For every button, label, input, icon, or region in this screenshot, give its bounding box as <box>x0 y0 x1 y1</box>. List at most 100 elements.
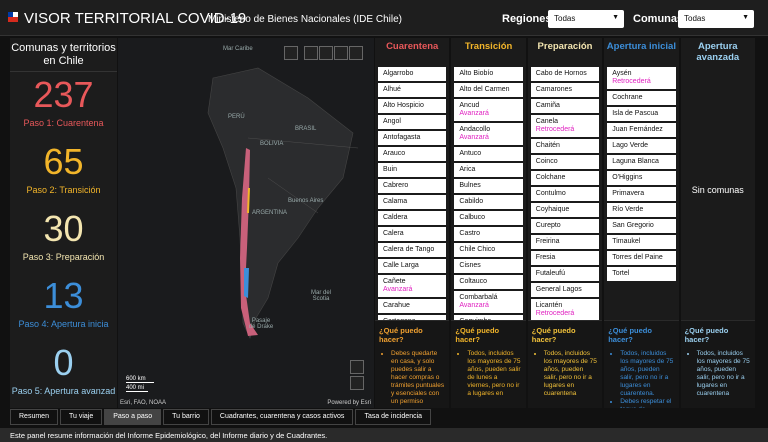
comuna-item[interactable]: Cochrane <box>607 91 676 105</box>
comuna-note: Retrocederá <box>612 78 651 85</box>
comuna-item[interactable]: Antofagasta <box>378 131 447 145</box>
comuna-item[interactable]: Combarbalá Avanzará <box>454 291 523 313</box>
comuna-item[interactable]: Cabildo <box>454 195 523 209</box>
comuna-item[interactable]: Coquimbo <box>454 315 523 320</box>
comuna-item[interactable]: Calama <box>378 195 447 209</box>
map[interactable]: Mar Caribe PERÚ BRASIL BOLIVIA ARGENTINA… <box>118 38 374 408</box>
comuna-item[interactable]: Tortel <box>607 267 676 281</box>
scale-km: 600 km <box>126 376 154 383</box>
layers-button[interactable] <box>334 46 348 60</box>
comuna-name: O'Higgins <box>612 174 643 181</box>
comuna-name: Coltauco <box>459 278 488 285</box>
help-box: ¿Qué puedo hacer? Todos, incluidos los ma… <box>680 320 755 408</box>
comuna-item[interactable]: Chile Chico <box>454 243 523 257</box>
zoom-out[interactable] <box>350 376 364 390</box>
tab[interactable]: Paso a paso <box>104 409 162 425</box>
comuna-item[interactable]: Fresia <box>530 251 600 265</box>
comuna-item[interactable]: Arica <box>454 163 523 177</box>
comuna-item[interactable]: Andacollo Avanzará <box>454 123 523 145</box>
search-button[interactable] <box>284 46 298 60</box>
status-column: Preparación Cabo de Hornos Camarones Camiña… <box>527 38 603 408</box>
tab[interactable]: Tu barrio <box>163 409 209 425</box>
comuna-item[interactable]: Calera de Tango <box>378 243 447 257</box>
comuna-item[interactable]: Cartagena <box>378 315 447 320</box>
comuna-item[interactable]: Juan Fernández <box>607 123 676 137</box>
comuna-item[interactable]: Carahue <box>378 299 447 313</box>
tab[interactable]: Tu viaje <box>59 409 103 425</box>
comuna-name: Cañete <box>383 278 406 285</box>
comuna-item[interactable]: Ancud Avanzará <box>454 99 523 121</box>
comuna-name: Calle Larga <box>383 262 419 269</box>
tab[interactable]: Tasa de incidencia <box>355 409 432 425</box>
comuna-item[interactable]: Buin <box>378 163 447 177</box>
comuna-list: Alto Biobío Alto del Carmen Ancud Avanzará A… <box>451 65 525 320</box>
comunas-label: Comunas: <box>633 13 687 25</box>
comuna-item[interactable]: Contulmo <box>530 187 600 201</box>
comuna-item[interactable]: Curepto <box>530 219 600 233</box>
comuna-name: Isla de Pascua <box>612 110 659 117</box>
comuna-item[interactable]: Río Verde <box>607 203 676 217</box>
comuna-item[interactable]: Futaleufú <box>530 267 600 281</box>
comuna-name: Cabrero <box>383 182 409 189</box>
comuna-item[interactable]: Aysén Retrocederá <box>607 67 676 89</box>
comuna-item[interactable]: Canela Retrocederá <box>530 115 600 137</box>
help-item: Debes respetar el toque de <box>620 398 674 408</box>
comuna-item[interactable]: Cabrero <box>378 179 447 193</box>
comuna-item[interactable]: Cañete Avanzará <box>378 275 447 297</box>
comunas-select[interactable]: Todas <box>678 10 754 28</box>
comuna-item[interactable]: Freirina <box>530 235 600 249</box>
comuna-item[interactable]: Lago Verde <box>607 139 676 153</box>
comuna-item[interactable]: Angol <box>378 115 447 129</box>
comuna-item[interactable]: Alto del Carmen <box>454 83 523 97</box>
comuna-item[interactable]: Alto Biobío <box>454 67 523 81</box>
comuna-note: Retrocederá <box>535 310 575 317</box>
comuna-item[interactable]: Isla de Pascua <box>607 107 676 121</box>
footer: Este panel resume información del Inform… <box>0 428 768 442</box>
comuna-name: Combarbalá <box>459 294 498 301</box>
regions-select[interactable]: Todas <box>548 10 624 28</box>
comuna-item[interactable]: Licantén Retrocederá <box>530 299 600 320</box>
comuna-item[interactable]: Camarones <box>530 83 600 97</box>
tab[interactable]: Resumen <box>10 409 58 425</box>
comuna-item[interactable]: Calbuco <box>454 211 523 225</box>
comuna-name: Cartagena <box>383 318 416 320</box>
comuna-item[interactable]: Primavera <box>607 187 676 201</box>
comuna-item[interactable]: Calera <box>378 227 447 241</box>
zoom-in[interactable] <box>350 360 364 374</box>
comuna-item[interactable]: Algarrobo <box>378 67 447 81</box>
comuna-item[interactable]: O'Higgins <box>607 171 676 185</box>
list-button[interactable] <box>319 46 333 60</box>
comuna-item[interactable]: Cisnes <box>454 259 523 273</box>
step-summary: 30 Paso 3: Preparación <box>10 206 117 273</box>
comuna-item[interactable]: Coinco <box>530 155 600 169</box>
comuna-item[interactable]: Calle Larga <box>378 259 447 273</box>
comuna-item[interactable]: Timaukel <box>607 235 676 249</box>
comuna-item[interactable]: General Lagos <box>530 283 600 297</box>
home-button[interactable] <box>304 46 318 60</box>
comuna-item[interactable]: Bulnes <box>454 179 523 193</box>
map-graphic <box>207 67 359 339</box>
comuna-item[interactable]: Coyhaique <box>530 203 600 217</box>
comuna-item[interactable]: Castro <box>454 227 523 241</box>
comuna-name: Andacollo <box>459 126 491 133</box>
comuna-item[interactable]: Caldera <box>378 211 447 225</box>
comuna-item[interactable]: San Gregorio <box>607 219 676 233</box>
help-box: ¿Qué puedo hacer? Todos, incluidos los ma… <box>527 320 603 408</box>
help-item: Todos, incluidos los mayores de 75 años,… <box>467 350 521 398</box>
comuna-item[interactable]: Alto Hospicio <box>378 99 447 113</box>
comuna-item[interactable]: Alhué <box>378 83 447 97</box>
comuna-item[interactable]: Coltauco <box>454 275 523 289</box>
comuna-item[interactable]: Arauco <box>378 147 447 161</box>
comuna-item[interactable]: Cabo de Hornos <box>530 67 600 81</box>
comuna-item[interactable]: Antuco <box>454 147 523 161</box>
comuna-item[interactable]: Torres del Paine <box>607 251 676 265</box>
grid-button[interactable] <box>349 46 363 60</box>
column-title: Transición <box>464 41 513 52</box>
status-column: Apertura inicial Aysén Retrocederá Cochrane… <box>604 38 679 408</box>
help-list: Todos, incluidos los mayores de 75 años,… <box>608 350 674 408</box>
tab[interactable]: Cuadrantes, cuarentena y casos activos <box>210 409 354 425</box>
comuna-item[interactable]: Camiña <box>530 99 600 113</box>
comuna-item[interactable]: Colchane <box>530 171 600 185</box>
comuna-item[interactable]: Chaitén <box>530 139 600 153</box>
comuna-item[interactable]: Laguna Blanca <box>607 155 676 169</box>
